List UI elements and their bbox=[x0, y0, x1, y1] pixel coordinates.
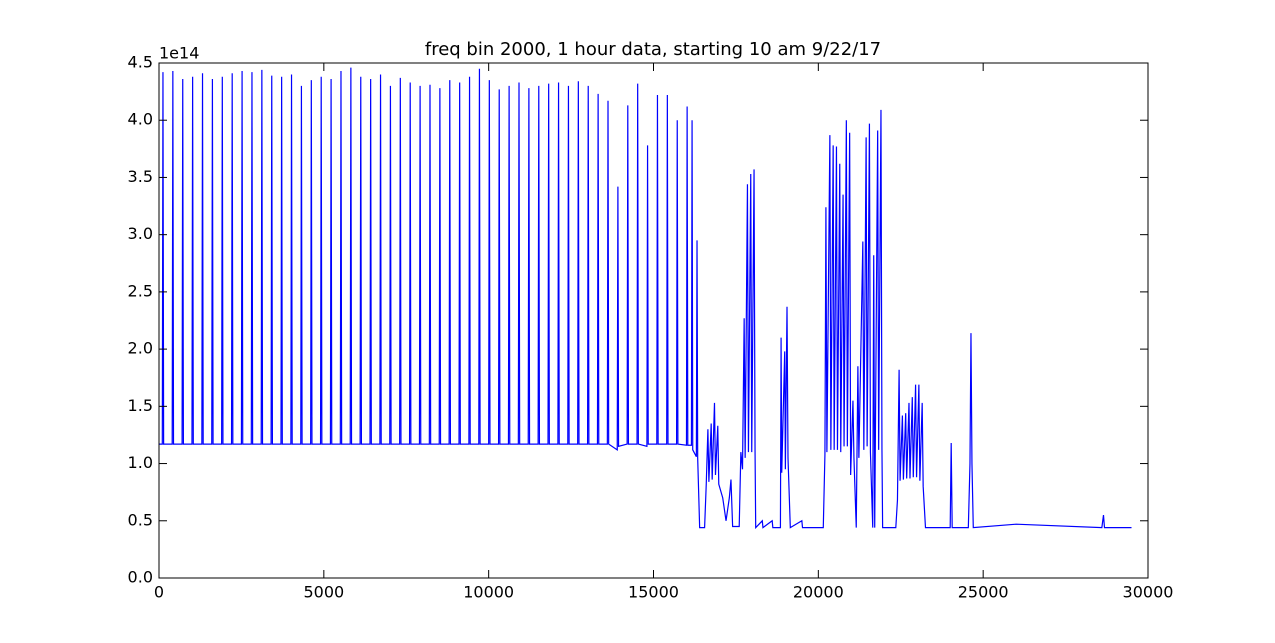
y-tick-label: 1.5 bbox=[128, 396, 153, 415]
y-tick-label: 1.0 bbox=[128, 453, 153, 472]
y-tick-label: 4.5 bbox=[128, 53, 153, 72]
y-tick-label: 3.0 bbox=[128, 224, 153, 243]
y-tick-label: 0.0 bbox=[128, 568, 153, 587]
data-line bbox=[159, 67, 1132, 530]
chart-title: freq bin 2000, 1 hour data, starting 10 … bbox=[425, 39, 881, 60]
x-tick-label: 10000 bbox=[463, 583, 514, 602]
x-tick-label: 5000 bbox=[303, 583, 344, 602]
y-tick-label: 3.5 bbox=[128, 167, 153, 186]
y-offset-label: 1e14 bbox=[159, 44, 199, 63]
x-tick-label: 15000 bbox=[628, 583, 679, 602]
y-tick-label: 0.5 bbox=[128, 510, 153, 529]
y-tick-label: 2.0 bbox=[128, 339, 153, 358]
x-tick-label: 0 bbox=[154, 583, 164, 602]
y-tick-label: 2.5 bbox=[128, 281, 153, 300]
x-tick-label: 25000 bbox=[958, 583, 1009, 602]
x-tick-label: 20000 bbox=[793, 583, 844, 602]
x-tick-label: 30000 bbox=[1123, 583, 1174, 602]
y-tick-label: 4.0 bbox=[128, 110, 153, 129]
